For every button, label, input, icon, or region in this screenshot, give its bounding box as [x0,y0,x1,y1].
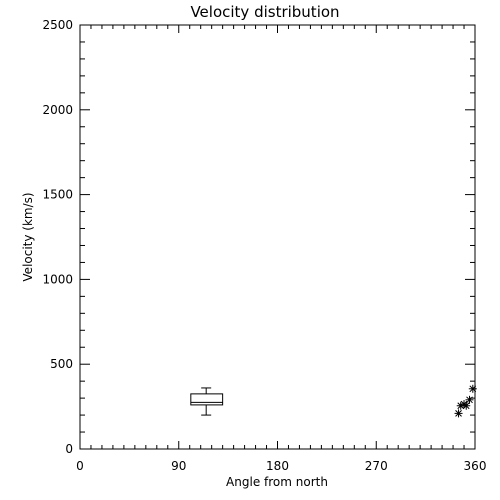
asterisk-stroke-diagonal-up [469,385,477,393]
asterisk-stroke-diagonal-up [462,402,470,410]
y-tick-label: 0 [65,442,73,456]
scatter-point-asterisk [454,409,463,418]
scatter-point-asterisk [465,395,474,404]
y-tick-label: 2000 [42,103,73,117]
plot-frame [79,24,476,450]
scatter-point-asterisk [468,384,477,393]
y-axis-ticks: 0 500 1000 1500 2000 2500 [42,18,475,456]
box-body [190,393,224,406]
asterisk-stroke-diagonal-up [466,396,473,404]
x-axis-ticks: 0 90 180 270 360 [76,25,486,473]
x-tick-label: 360 [464,459,487,473]
x-tick-label: 270 [365,459,388,473]
y-tick-label: 1500 [42,188,73,202]
boxplot-layer [190,387,224,416]
scatter-layer [454,384,477,418]
x-tick-label: 180 [266,459,289,473]
y-tick-label: 500 [50,357,73,371]
y-tick-label: 2500 [42,18,73,32]
y-tick-label: 1000 [42,272,73,286]
y-axis-label: Velocity (km/s) [21,192,35,281]
x-tick-label: 0 [76,459,84,473]
x-axis-label: Angle from north [226,475,328,489]
asterisk-stroke-diagonal-up [455,410,462,417]
x-tick-label: 90 [171,459,186,473]
scatter-point-asterisk [462,401,471,410]
chart-title: Velocity distribution [190,3,339,21]
